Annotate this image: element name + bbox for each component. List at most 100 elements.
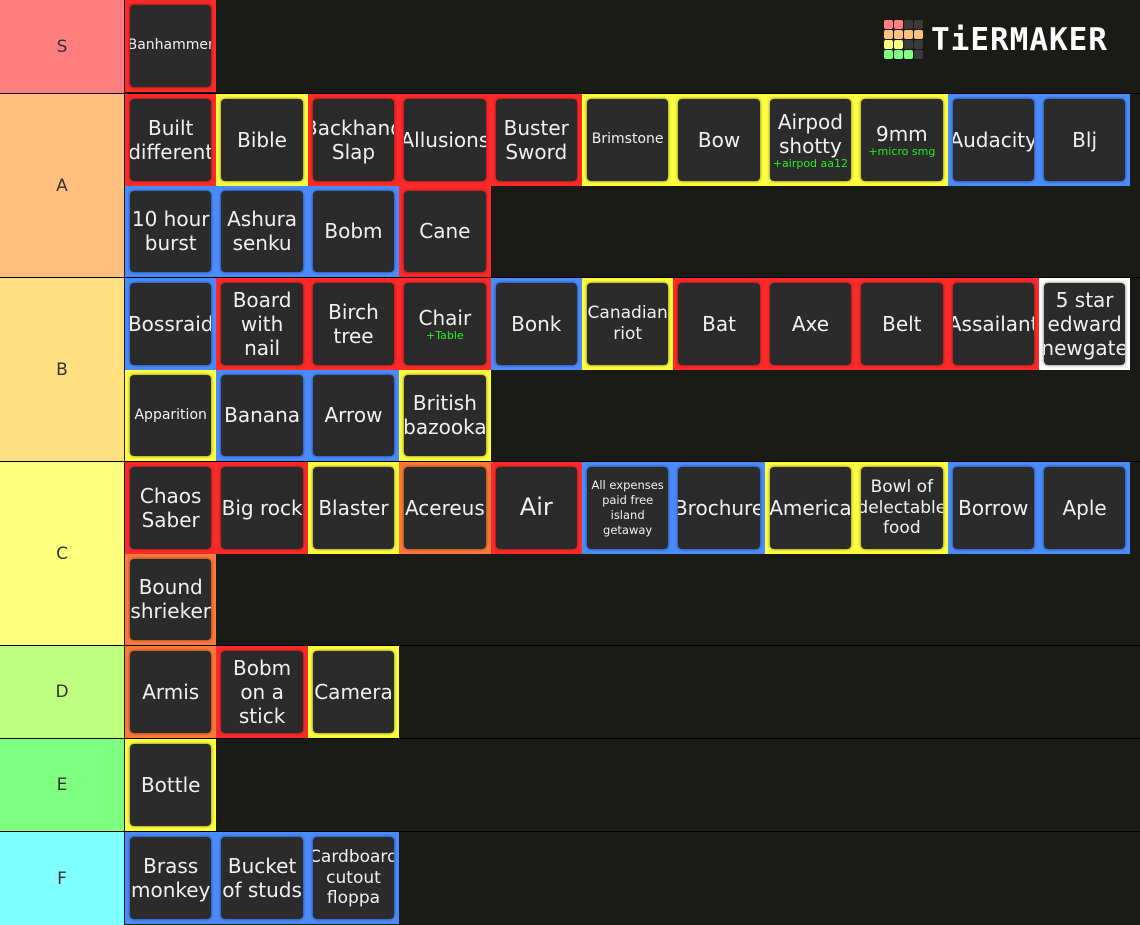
tier-item[interactable]: All expenses paid free island getaway [581, 462, 674, 554]
tier-item[interactable]: Bowl of delectable food [856, 462, 948, 554]
tier-item-label: British bazooka [404, 391, 486, 440]
tier-label[interactable]: B [0, 278, 124, 461]
tier-item[interactable]: Aple [1038, 462, 1131, 554]
tier-item-label: All expenses paid free island getaway [591, 477, 664, 537]
tier-item[interactable]: Bossraid [125, 278, 217, 370]
tier-item[interactable]: Backhand Slap [307, 94, 400, 186]
tier-item[interactable]: Bottle [125, 739, 217, 831]
tier-item-label: Banana [224, 403, 300, 428]
tier-item[interactable]: Audacity [947, 94, 1039, 186]
tier-item[interactable]: Big rock [216, 462, 308, 554]
tier-item-card: Brochure [678, 467, 760, 549]
tier-item-label: Camera [314, 679, 393, 704]
tier-item[interactable]: Blaster [307, 462, 400, 554]
tier-row-f: F Brass monkey Bucket of studs Cardboard cu… [0, 832, 1140, 925]
tier-item-label: Arrow [324, 403, 383, 428]
tier-label[interactable]: S [0, 0, 124, 93]
tier-item[interactable]: Acereus [399, 462, 491, 554]
tier-item-label: Belt [882, 311, 922, 336]
tier-item-card: Bobm on a stick [221, 651, 303, 733]
tier-item[interactable]: Cardboard cutout floppa [307, 832, 400, 924]
tier-items: Bossraid Board with nail Birch tree Chair +T… [125, 278, 1140, 461]
tier-row-c: C Chaos Saber Big rock Blaster Acereus Air All… [0, 462, 1140, 645]
tier-item[interactable]: Belt [856, 278, 948, 370]
tier-item-card: Bow [678, 99, 760, 181]
tier-item[interactable]: Bound shrieker [125, 553, 217, 645]
tier-item[interactable]: 9mm +micro smg [856, 94, 948, 186]
tier-item-label: Canadian riot [587, 303, 668, 344]
tier-item-label: Banhammer [130, 37, 212, 54]
tier-items: Built different Bible Backhand Slap Allusio… [125, 94, 1140, 277]
tier-item[interactable]: Canadian riot [581, 278, 674, 370]
tier-item[interactable]: Borrow [947, 462, 1039, 554]
tier-item-label: Board with nail [232, 287, 292, 360]
tier-item[interactable]: Air [490, 462, 582, 554]
tier-label[interactable]: E [0, 739, 124, 831]
tier-item[interactable]: Assailant [947, 278, 1039, 370]
tier-item-label: Big rock [221, 495, 303, 520]
tier-item[interactable]: Bucket of studs [216, 832, 308, 924]
tier-item-card: Bowl of delectable food [861, 467, 943, 549]
tier-item[interactable]: Airpod shotty +airpod aa12 [764, 94, 857, 186]
tier-item[interactable]: Apparition [125, 369, 217, 461]
logo-grid-cell [894, 40, 903, 49]
logo-grid-cell [884, 40, 893, 49]
tier-item[interactable]: Buster Sword [490, 94, 582, 186]
tier-item-card: Bonk [495, 283, 577, 365]
tier-item[interactable]: Chaos Saber [125, 462, 217, 554]
tier-item-label: Birch tree [328, 299, 379, 348]
tier-item[interactable]: America [764, 462, 857, 554]
tier-item[interactable]: Blj [1038, 94, 1131, 186]
tier-item[interactable]: Brass monkey [125, 832, 217, 924]
tier-item[interactable]: Ashura senku [216, 185, 308, 277]
tier-item[interactable]: 10 hour burst [125, 185, 217, 277]
logo-grid-cell [904, 50, 913, 59]
tier-label[interactable]: D [0, 646, 124, 738]
tier-items: Armis Bobm on a stick Camera [125, 646, 1140, 738]
logo-grid-cell [884, 50, 893, 59]
tier-label[interactable]: A [0, 94, 124, 277]
tier-item-card: Bottle [130, 744, 212, 826]
tier-item[interactable]: Banhammer [125, 0, 217, 92]
tier-item[interactable]: Bow [673, 94, 765, 186]
tier-item[interactable]: Axe [764, 278, 857, 370]
tier-item[interactable]: Allusions [399, 94, 491, 186]
tier-item-card: 10 hour burst [130, 190, 212, 272]
tier-item-card: Banhammer [130, 5, 212, 87]
tier-item[interactable]: Bobm on a stick [216, 646, 308, 738]
tier-label[interactable]: F [0, 832, 124, 925]
tier-item[interactable]: Board with nail [216, 278, 308, 370]
tier-item[interactable]: Built different [125, 94, 217, 186]
tier-item[interactable]: Cane [399, 185, 491, 277]
tier-item[interactable]: Arrow [307, 369, 400, 461]
tier-item-card: Bobm [312, 190, 395, 272]
tier-item-card: Borrow [952, 467, 1034, 549]
tier-row-d: D Armis Bobm on a stick Camera [0, 646, 1140, 738]
tier-item-card: Cane [404, 190, 486, 272]
tier-item-card: Allusions [404, 99, 486, 181]
logo-grid-cell [914, 30, 923, 39]
logo-grid-cell [884, 20, 893, 29]
tier-item-label: 5 star edward newgate [1043, 287, 1126, 360]
tier-item-card: Apparition [130, 374, 212, 456]
tier-item[interactable]: Bible [216, 94, 308, 186]
tier-item[interactable]: Brimstone [581, 94, 674, 186]
logo-grid-cell [894, 50, 903, 59]
tier-item[interactable]: Chair +Table [399, 278, 491, 370]
tier-item[interactable]: 5 star edward newgate [1038, 278, 1131, 370]
tier-item[interactable]: Bonk [490, 278, 582, 370]
tier-label[interactable]: C [0, 462, 124, 645]
tier-item[interactable]: Brochure [673, 462, 765, 554]
tier-item-label: 9mm [875, 122, 928, 147]
tier-item-card: Banana [221, 374, 303, 456]
tier-item[interactable]: Bat [673, 278, 765, 370]
tier-item[interactable]: Camera [307, 646, 400, 738]
tier-item[interactable]: Banana [216, 369, 308, 461]
tier-item[interactable]: British bazooka [399, 369, 491, 461]
tier-item-label: Borrow [958, 495, 1029, 520]
tier-item[interactable]: Bobm [307, 185, 400, 277]
tier-item[interactable]: Birch tree [307, 278, 400, 370]
tier-item-sublabel: +micro smg [868, 145, 936, 159]
tier-item[interactable]: Armis [125, 646, 217, 738]
